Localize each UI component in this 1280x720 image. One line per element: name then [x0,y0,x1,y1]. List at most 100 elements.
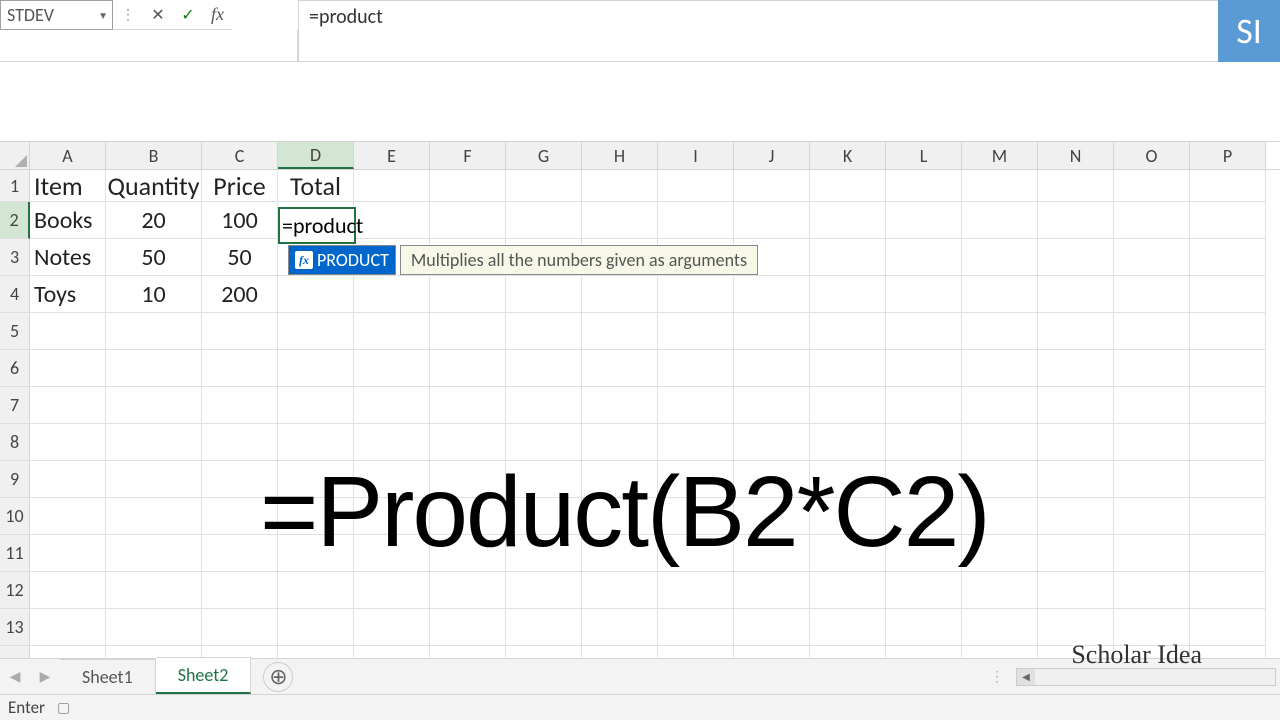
cell[interactable] [658,170,734,202]
name-box-resize[interactable]: ⋮ [113,6,143,23]
cell[interactable] [430,609,506,646]
cell[interactable] [30,609,106,646]
cell[interactable] [1190,239,1266,276]
column-header[interactable]: D [278,142,354,169]
cell[interactable] [582,350,658,387]
cell[interactable] [202,609,278,646]
cell[interactable] [810,313,886,350]
column-header[interactable]: O [1114,142,1190,169]
row-header[interactable]: 10 [0,498,30,535]
cell[interactable] [354,313,430,350]
cell[interactable] [30,461,106,498]
cell[interactable] [734,609,810,646]
name-box[interactable]: STDEV ▼ [0,0,113,30]
cell[interactable] [1190,461,1266,498]
cell[interactable] [1114,424,1190,461]
cell[interactable] [1038,239,1114,276]
tab-split[interactable]: ⋮ [990,668,1004,685]
cell[interactable] [658,276,734,313]
cell-grid[interactable]: ItemQuantityPriceTotalBooks20100Notes505… [30,170,1280,683]
cell[interactable] [106,424,202,461]
cell[interactable] [1190,572,1266,609]
cell[interactable]: 50 [106,239,202,276]
enter-button[interactable]: ✓ [173,1,203,29]
cell[interactable] [1038,170,1114,202]
cell[interactable] [30,313,106,350]
cell[interactable] [1038,313,1114,350]
cell[interactable]: 100 [202,202,278,239]
cell[interactable] [506,609,582,646]
cell[interactable]: 20 [106,202,202,239]
cell[interactable] [1038,424,1114,461]
cell[interactable] [354,572,430,609]
cell[interactable]: Books [30,202,106,239]
cell[interactable] [106,498,202,535]
cell[interactable] [1038,387,1114,424]
cell[interactable]: Total [278,170,354,202]
column-header[interactable]: K [810,142,886,169]
cell[interactable] [278,572,354,609]
cell[interactable] [582,609,658,646]
cell[interactable]: 10 [106,276,202,313]
cell[interactable] [106,609,202,646]
cell[interactable] [962,239,1038,276]
cell[interactable] [1114,572,1190,609]
cell[interactable] [962,609,1038,646]
column-header[interactable]: B [106,142,202,169]
cell[interactable] [506,276,582,313]
cell[interactable] [658,572,734,609]
cell[interactable] [278,609,354,646]
cell[interactable] [430,170,506,202]
cell[interactable] [202,572,278,609]
function-autocomplete[interactable]: fxPRODUCTMultiplies all the numbers give… [288,245,758,275]
row-header[interactable]: 8 [0,424,30,461]
cell[interactable] [1114,350,1190,387]
cell[interactable] [1038,276,1114,313]
column-header[interactable]: A [30,142,106,169]
column-header[interactable]: M [962,142,1038,169]
cell[interactable] [430,350,506,387]
cell[interactable] [430,572,506,609]
cell[interactable] [734,387,810,424]
cell[interactable] [1114,313,1190,350]
cell[interactable] [658,609,734,646]
cell[interactable]: 50 [202,239,278,276]
cell[interactable] [278,276,354,313]
cell[interactable] [30,535,106,572]
cell[interactable] [886,609,962,646]
cell[interactable] [658,387,734,424]
cell[interactable] [962,202,1038,239]
cell[interactable] [582,387,658,424]
cell[interactable] [734,170,810,202]
cancel-button[interactable]: ✕ [143,1,173,29]
cell[interactable] [1038,535,1114,572]
cell[interactable] [658,202,734,239]
cell[interactable] [962,170,1038,202]
cell[interactable]: Notes [30,239,106,276]
cell[interactable] [506,387,582,424]
column-header[interactable]: E [354,142,430,169]
cell[interactable] [106,461,202,498]
cell[interactable] [106,350,202,387]
cell[interactable]: Price [202,170,278,202]
cell[interactable] [106,387,202,424]
cell[interactable] [278,350,354,387]
cell[interactable] [886,313,962,350]
cell[interactable] [962,313,1038,350]
cell[interactable] [354,609,430,646]
column-header[interactable]: P [1190,142,1266,169]
cell[interactable] [506,572,582,609]
cell[interactable] [810,202,886,239]
column-header[interactable]: L [886,142,962,169]
cell[interactable] [886,276,962,313]
cell[interactable] [886,387,962,424]
cell[interactable] [1038,202,1114,239]
cell[interactable] [430,313,506,350]
row-header[interactable]: 4 [0,276,30,313]
cell[interactable]: Toys [30,276,106,313]
cell[interactable] [1114,202,1190,239]
cell[interactable] [1190,170,1266,202]
cell[interactable] [354,276,430,313]
row-header[interactable]: 9 [0,461,30,498]
cell[interactable]: Item [30,170,106,202]
